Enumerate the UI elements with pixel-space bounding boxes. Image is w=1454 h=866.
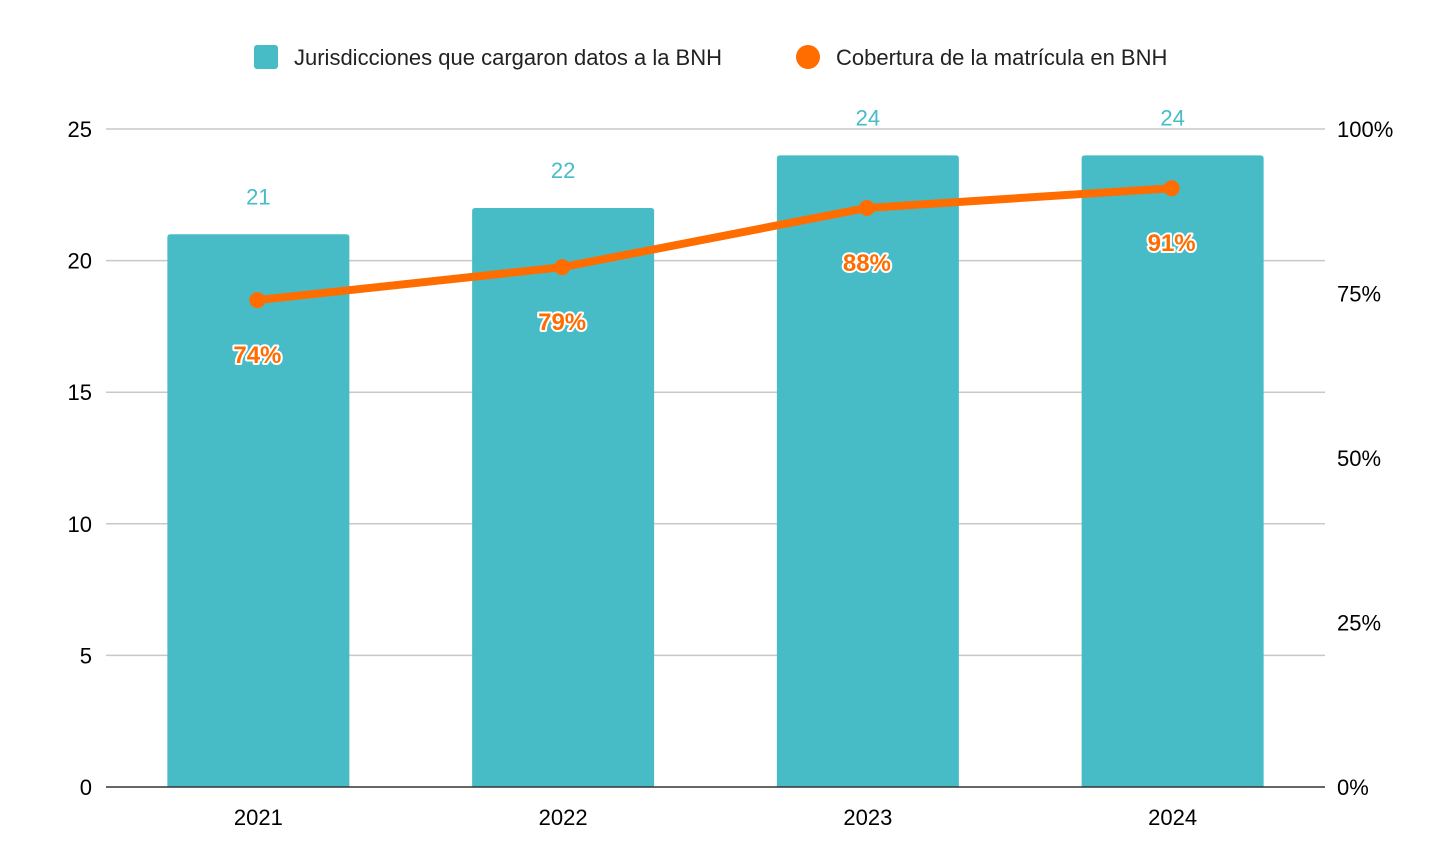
x-tick-label: 2021 xyxy=(234,805,283,830)
bar-value-label: 24 xyxy=(856,105,880,130)
x-axis: 2021 2022 2023 2024 xyxy=(234,805,1197,830)
line-data-labels: 74% 79% 88% 91% xyxy=(231,228,1197,371)
line-point-2024 xyxy=(1163,180,1180,197)
left-tick-label: 10 xyxy=(68,512,92,537)
legend-bar-label: Jurisdicciones que cargaron datos a la B… xyxy=(294,45,722,70)
line-point-2021 xyxy=(249,292,266,309)
left-tick-label: 20 xyxy=(68,249,92,274)
coverage-line xyxy=(253,184,1176,305)
x-tick-label: 2023 xyxy=(843,805,892,830)
bar-2021 xyxy=(167,234,350,787)
x-tick-label: 2022 xyxy=(539,805,588,830)
x-tick-label: 2024 xyxy=(1148,805,1197,830)
line-value-label: 79% xyxy=(538,309,586,336)
bar-value-label: 24 xyxy=(1160,105,1184,130)
line-value-label: 91% xyxy=(1148,230,1196,257)
line-series xyxy=(249,180,1180,309)
legend: Jurisdicciones que cargaron datos a la B… xyxy=(254,45,1167,70)
right-tick-label: 100% xyxy=(1337,117,1393,142)
left-tick-label: 5 xyxy=(80,643,92,668)
right-tick-label: 75% xyxy=(1337,282,1381,307)
right-tick-label: 50% xyxy=(1337,446,1381,471)
left-axis: 0 5 10 15 20 25 xyxy=(68,117,92,800)
left-tick-label: 0 xyxy=(80,775,92,800)
bar-series xyxy=(167,155,1264,787)
right-axis: 0% 25% 50% 75% 100% xyxy=(1337,117,1393,800)
left-tick-label: 15 xyxy=(68,380,92,405)
bar-value-label: 21 xyxy=(246,184,270,209)
line-point-2023 xyxy=(858,199,875,216)
bar-2024 xyxy=(1081,155,1264,787)
left-tick-label: 25 xyxy=(68,117,92,142)
legend-line-label: Cobertura de la matrícula en BNH xyxy=(836,45,1167,70)
right-tick-label: 0% xyxy=(1337,775,1369,800)
bar-value-label: 22 xyxy=(551,158,575,183)
bar-data-labels: 21 22 24 24 xyxy=(246,105,1185,209)
legend-line-swatch xyxy=(796,45,820,69)
bar-2023 xyxy=(776,155,959,787)
legend-bar-swatch xyxy=(254,45,278,69)
right-tick-label: 25% xyxy=(1337,611,1381,636)
line-value-label: 88% xyxy=(843,250,891,277)
line-value-label: 74% xyxy=(233,342,281,369)
line-point-2022 xyxy=(554,259,571,276)
bar-2022 xyxy=(472,207,655,787)
